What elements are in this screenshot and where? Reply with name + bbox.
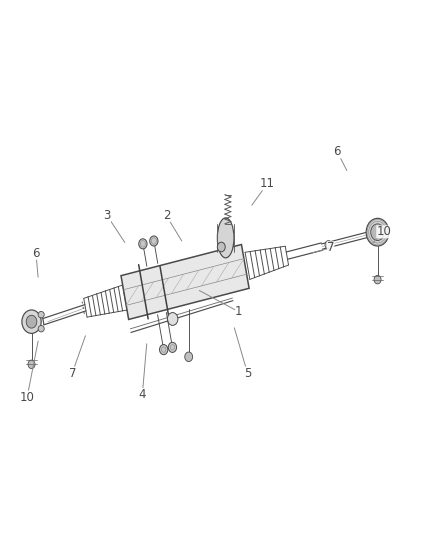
Circle shape [217,242,225,252]
Circle shape [374,276,381,284]
Text: 1: 1 [199,290,243,318]
Circle shape [150,236,158,246]
Text: 11: 11 [252,177,275,205]
Ellipse shape [38,311,44,318]
Circle shape [159,344,168,354]
Circle shape [371,224,385,240]
Text: 2: 2 [162,209,182,241]
Circle shape [28,360,35,369]
Text: 6: 6 [333,146,347,171]
Text: 10: 10 [20,341,38,403]
Text: 5: 5 [234,328,251,379]
Polygon shape [121,245,249,319]
Text: 7: 7 [311,241,335,254]
Circle shape [22,310,41,334]
Text: 4: 4 [138,344,147,401]
Text: 6: 6 [32,247,40,277]
Circle shape [167,312,178,325]
Ellipse shape [217,218,234,258]
Circle shape [26,315,37,328]
Circle shape [139,239,147,249]
Circle shape [168,342,177,352]
Text: 10: 10 [373,225,391,243]
Circle shape [366,219,389,246]
Circle shape [185,352,193,361]
Circle shape [325,240,332,249]
Ellipse shape [38,326,44,332]
Text: 3: 3 [104,209,125,243]
Text: 7: 7 [68,336,85,379]
